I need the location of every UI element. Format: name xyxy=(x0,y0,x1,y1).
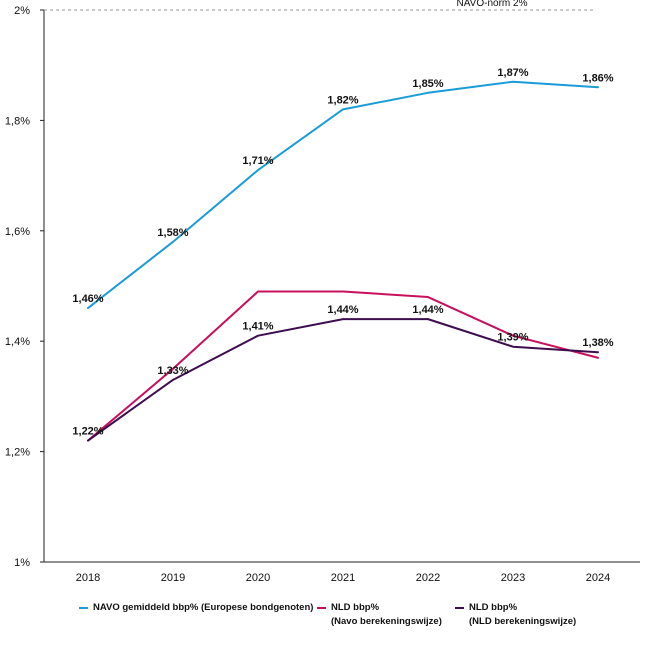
x-tick-label: 2018 xyxy=(76,572,100,584)
data-label: 1,41% xyxy=(242,321,273,333)
data-label: 1,44% xyxy=(412,304,443,316)
x-tick-label: 2024 xyxy=(586,572,610,584)
y-tick-label: 1,2% xyxy=(5,447,30,459)
data-label: 1,86% xyxy=(582,72,613,84)
data-label: 1,44% xyxy=(327,304,358,316)
data-label: 1,71% xyxy=(242,155,273,167)
legend-swatch-nld-nld xyxy=(455,607,464,609)
x-tick-label: 2019 xyxy=(161,572,185,584)
y-tick-label: 1,8% xyxy=(5,115,30,127)
legend-sublabel: (Navo berekeningswijze) xyxy=(331,616,442,627)
data-label: 1,39% xyxy=(497,332,528,344)
reference-line-label: NAVO-norm 2% xyxy=(457,0,528,9)
legend-swatch-navo xyxy=(79,607,88,609)
x-tick-label: 2022 xyxy=(416,572,440,584)
y-tick-label: 1,6% xyxy=(5,226,30,238)
legend-item-nld-navo: NLD bbp% (Navo berekeningswijze) xyxy=(317,601,442,629)
data-labels-group: 1,46% 1,58% 1,71% 1,82% 1,85% 1,87% 1,86% 1,22%… xyxy=(72,67,613,438)
data-label: 1,58% xyxy=(157,227,188,239)
y-tick-label: 1% xyxy=(14,557,30,569)
data-label: 1,38% xyxy=(582,337,613,349)
series-line-3 xyxy=(87,318,599,442)
data-label: 1,87% xyxy=(497,67,528,79)
legend-item-navo: NAVO gemiddeld bbp% (Europese bondgenote… xyxy=(79,601,313,615)
series-line-1 xyxy=(87,80,599,310)
series-group xyxy=(87,80,599,442)
x-tick-label: 2020 xyxy=(246,572,270,584)
legend-label: NLD bbp% xyxy=(331,602,380,613)
legend-label: NLD bbp% xyxy=(469,602,518,613)
y-tick-label: 2% xyxy=(14,5,30,17)
data-label: 1,85% xyxy=(412,78,443,90)
data-label: 1,82% xyxy=(327,94,358,106)
line-chart: 1% 1,2% 1,4% 1,6% 1,8% 2% 2018 2019 2020 2021 2022… xyxy=(5,0,640,584)
series-line-2 xyxy=(87,290,599,442)
x-tick-label: 2021 xyxy=(331,572,355,584)
data-label: 1,46% xyxy=(72,293,103,305)
reference-line-group: NAVO-norm 2% xyxy=(44,0,596,11)
data-label: 1,33% xyxy=(157,365,188,377)
legend-label: NAVO gemiddeld bbp% (Europese bondgenote… xyxy=(93,602,314,613)
legend-swatch-nld-navo xyxy=(317,607,326,609)
legend-item-nld-nld: NLD bbp% (NLD berekeningswijze) xyxy=(455,601,576,629)
chart-axes: 1% 1,2% 1,4% 1,6% 1,8% 2% 2018 2019 2020 2021 2022… xyxy=(5,5,640,584)
data-label: 1,22% xyxy=(72,426,103,438)
legend: NAVO gemiddeld bbp% (Europese bondgenote… xyxy=(0,601,646,641)
y-tick-label: 1,4% xyxy=(5,336,30,348)
x-tick-label: 2023 xyxy=(501,572,525,584)
legend-sublabel: (NLD berekeningswijze) xyxy=(469,616,577,627)
